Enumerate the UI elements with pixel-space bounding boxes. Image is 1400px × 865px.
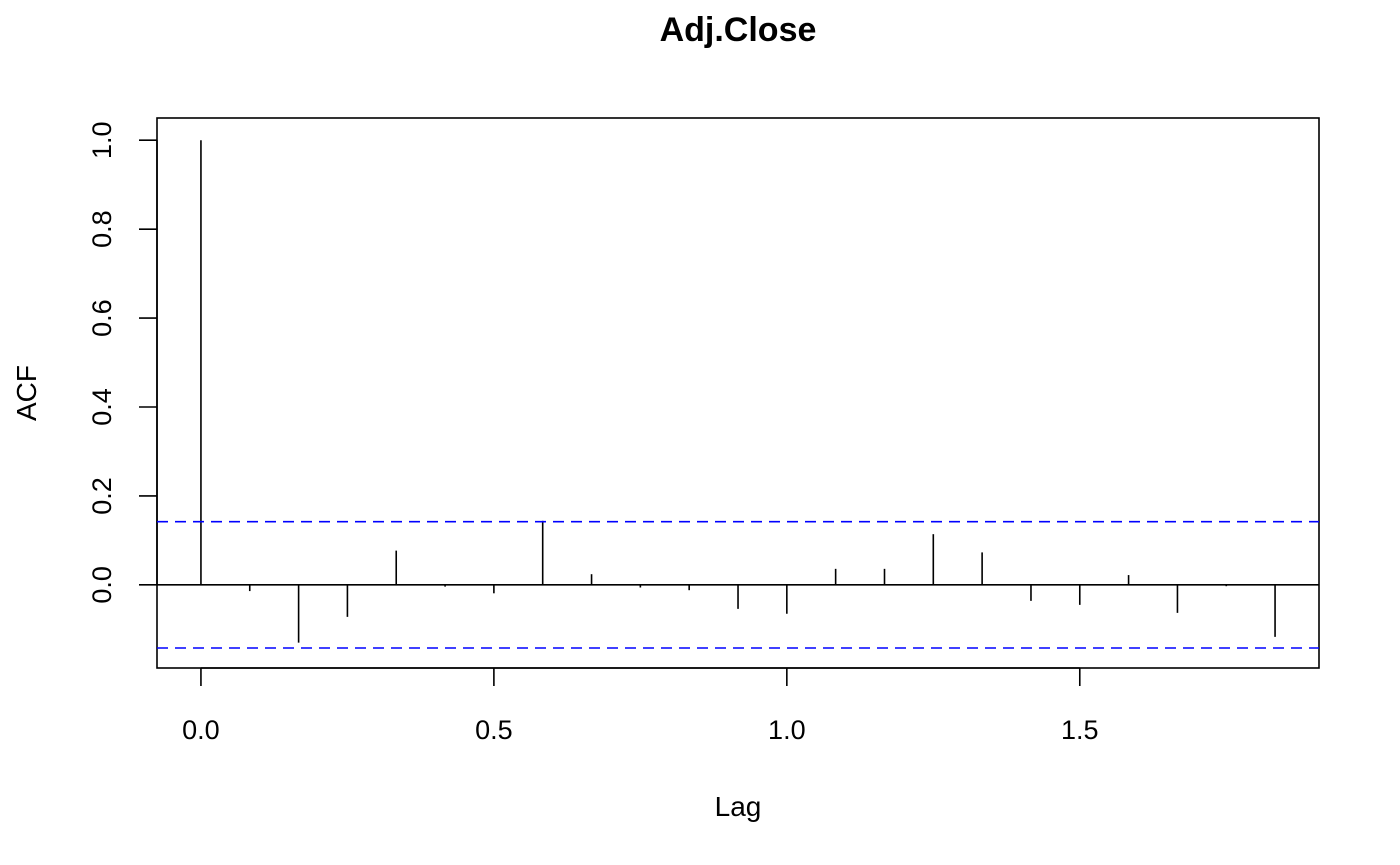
y-tick-label: 0.8 xyxy=(87,210,117,248)
x-axis-title: Lag xyxy=(715,791,762,822)
x-axis: 0.0 0.5 1.0 1.5 xyxy=(182,667,1099,745)
y-axis: 0.0 0.2 0.4 0.6 0.8 1.0 xyxy=(87,121,158,604)
y-tick-label: 0.6 xyxy=(87,299,117,337)
reference-lines xyxy=(157,520,1319,649)
y-tick-label: 0.2 xyxy=(87,477,117,515)
y-tick-label: 0.0 xyxy=(87,566,117,604)
y-tick-label: 0.4 xyxy=(87,388,117,426)
x-tick-label: 0.5 xyxy=(475,715,513,745)
x-tick-label: 0.0 xyxy=(182,715,220,745)
x-tick-label: 1.5 xyxy=(1061,715,1099,745)
x-tick-label: 1.0 xyxy=(768,715,806,745)
chart-title: Adj.Close xyxy=(660,11,817,49)
y-axis-title: ACF xyxy=(11,365,42,421)
acf-bars xyxy=(200,140,1276,643)
y-tick-label: 1.0 xyxy=(87,121,117,159)
